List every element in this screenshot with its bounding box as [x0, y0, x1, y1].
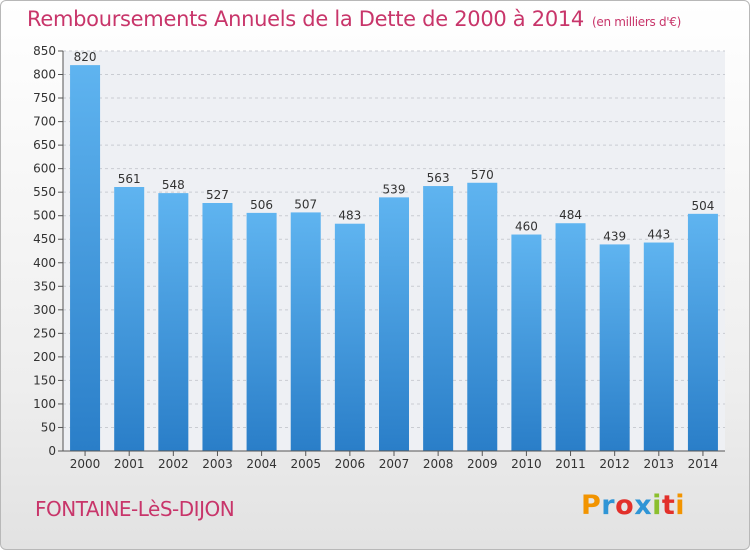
y-tick-label: 300: [33, 303, 56, 317]
data-label: 539: [383, 182, 406, 196]
y-tick-label: 100: [33, 397, 56, 411]
x-tick-label: 2002: [158, 457, 189, 471]
chart-title: Remboursements Annuels de la Dette de 20…: [27, 7, 681, 31]
bar: [467, 182, 498, 451]
y-tick-label: 600: [33, 162, 56, 176]
y-tick-label: 800: [33, 68, 56, 82]
y-tick-label: 250: [33, 326, 56, 340]
logo-letter: r: [601, 490, 616, 521]
bar: [114, 187, 145, 451]
x-tick-label: 2007: [379, 457, 410, 471]
y-tick-label: 850: [33, 44, 56, 58]
x-tick-label: 2000: [70, 457, 101, 471]
x-tick-label: 2001: [114, 457, 145, 471]
logo-letter: x: [634, 490, 653, 521]
y-tick-label: 650: [33, 138, 56, 152]
commune-name: FONTAINE-LèS-DIJON: [35, 497, 235, 521]
chart-unit: (en milliers d'€): [592, 15, 682, 29]
data-label: 506: [250, 198, 273, 212]
x-tick-label: 2005: [290, 457, 321, 471]
bar: [423, 186, 454, 451]
x-tick-label: 2014: [688, 457, 719, 471]
data-label: 484: [559, 208, 582, 222]
y-tick-label: 50: [41, 420, 56, 434]
y-tick-label: 400: [33, 256, 56, 270]
y-tick-label: 200: [33, 350, 56, 364]
y-tick-label: 700: [33, 115, 56, 129]
bar: [246, 212, 277, 451]
bars: [70, 65, 718, 451]
bar: [555, 223, 586, 451]
y-tick-label: 150: [33, 373, 56, 387]
logo-letter: P: [581, 490, 602, 521]
data-label: 527: [206, 188, 229, 202]
y-tick-label: 750: [33, 91, 56, 105]
x-tick-label: 2013: [644, 457, 675, 471]
bar: [158, 193, 189, 451]
data-label: 507: [294, 197, 317, 211]
x-tick-label: 2008: [423, 457, 454, 471]
logo-letter: i: [652, 490, 662, 521]
logo-letter: i: [675, 490, 686, 521]
data-label: 439: [603, 229, 626, 243]
bar: [511, 234, 542, 451]
y-tick-label: 0: [48, 444, 56, 458]
data-label: 443: [647, 228, 670, 242]
x-tick-label: 2010: [511, 457, 542, 471]
logo-letter: o: [615, 490, 635, 521]
data-label: 504: [691, 199, 714, 213]
data-label: 820: [74, 50, 97, 64]
bar: [378, 197, 410, 451]
data-label: 460: [515, 220, 538, 234]
data-label: 483: [338, 209, 361, 223]
data-label: 548: [162, 178, 185, 192]
y-tick-label: 500: [33, 209, 56, 223]
bar: [334, 223, 365, 451]
data-labels: 820 561 548 527 506 507 483 539 563 570 460 484 439 4…: [74, 50, 715, 243]
data-label: 561: [118, 172, 141, 186]
x-tick-label: 2004: [246, 457, 277, 471]
x-axis: 2000 2001 2002 2003 2004 2005 2006 2007 2008 2009…: [63, 450, 725, 471]
y-tick-label: 450: [33, 232, 56, 246]
bar: [70, 65, 101, 451]
bar: [643, 242, 674, 451]
bar: [687, 213, 718, 451]
y-tick-label: 550: [33, 185, 56, 199]
chart-title-text: Remboursements Annuels de la Dette de 20…: [27, 7, 584, 31]
x-tick-label: 2011: [555, 457, 586, 471]
logo-letter: t: [661, 490, 676, 521]
x-tick-label: 2003: [202, 457, 233, 471]
x-tick-label: 2006: [335, 457, 366, 471]
bar: [202, 203, 233, 451]
data-label: 570: [471, 168, 494, 182]
y-tick-label: 350: [33, 279, 56, 293]
data-label: 563: [427, 171, 450, 185]
x-tick-label: 2012: [599, 457, 630, 471]
bar: [599, 244, 630, 451]
bar: [290, 212, 321, 451]
x-tick-label: 2009: [467, 457, 498, 471]
proxiti-logo: Proxiti: [581, 490, 685, 521]
y-axis: 0 50 100 150 200 250 300 350 400 450 500 550 600 650 7…: [33, 44, 64, 458]
